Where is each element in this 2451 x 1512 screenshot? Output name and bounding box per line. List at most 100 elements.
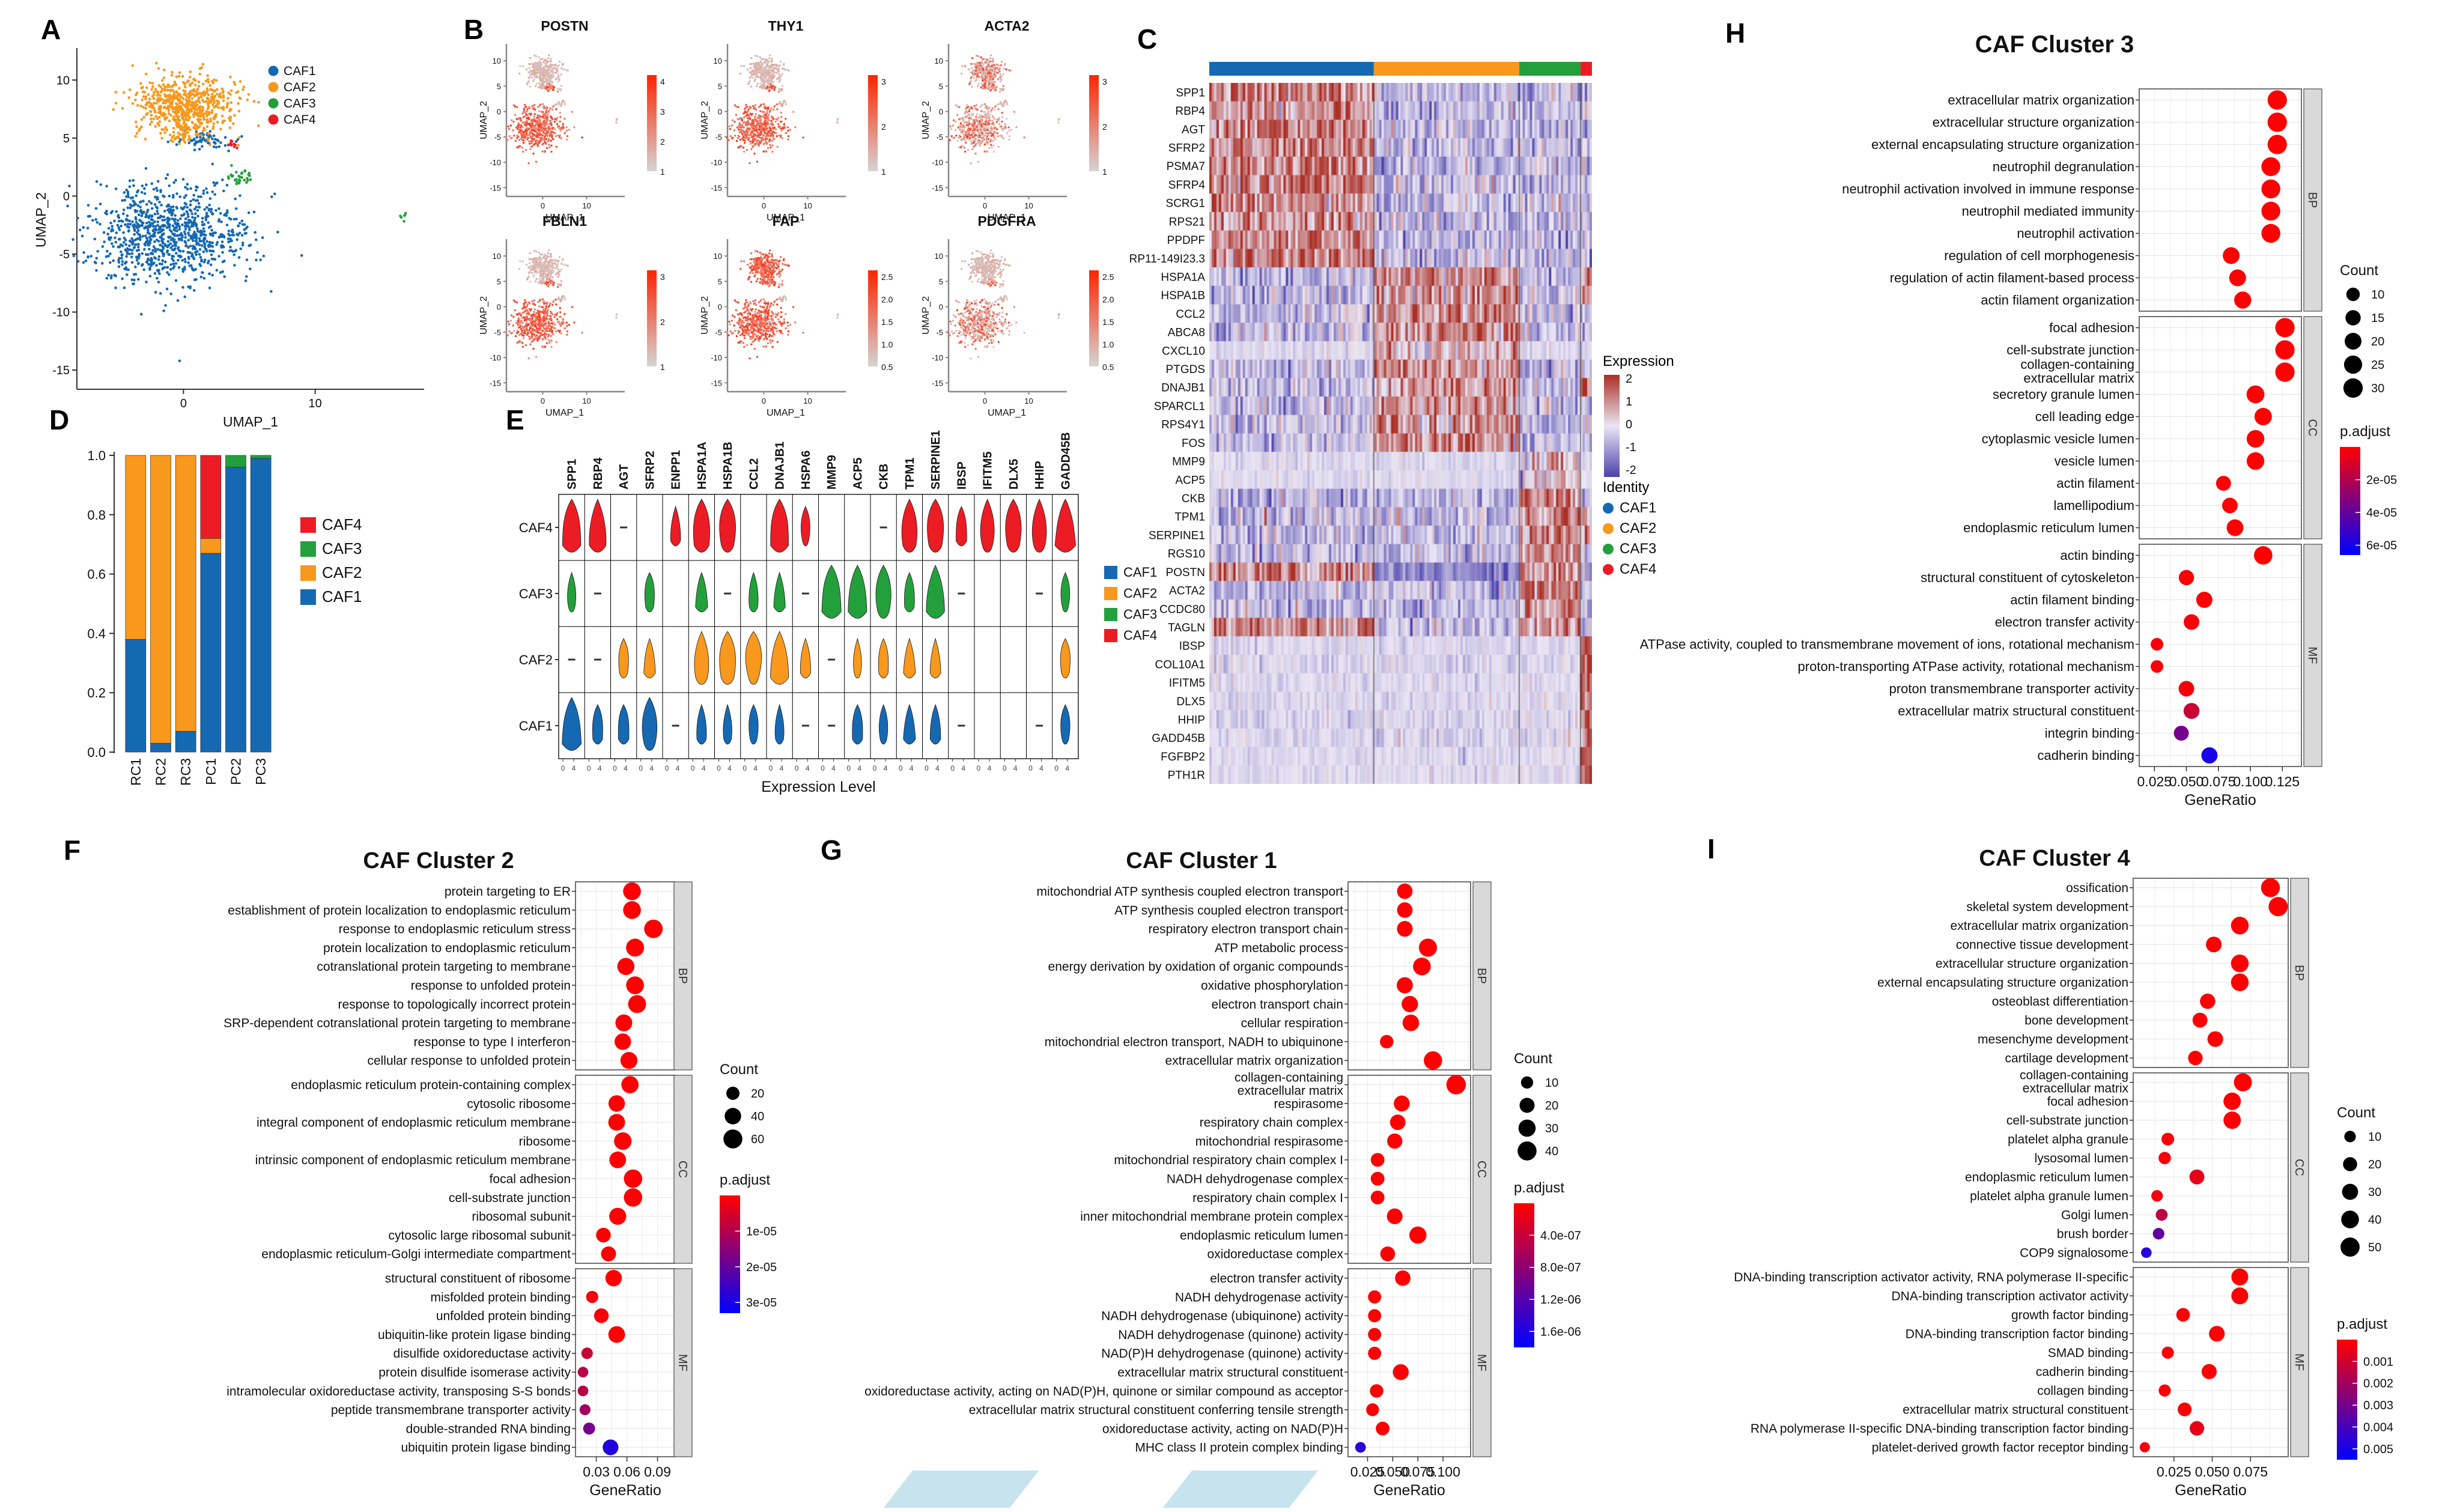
caf3-dot-swatch [1603,544,1614,554]
panel-label-g: G [821,834,842,866]
svg-text:5: 5 [939,82,943,91]
svg-text:5: 5 [63,132,70,145]
svg-text:10: 10 [308,397,321,410]
panel-label-c: C [1137,23,1158,55]
caf-cluster2-title: CAF Cluster 2 [363,848,514,873]
svg-text:1: 1 [1102,167,1107,177]
panel-label-a: A [41,14,61,45]
svg-text:-10: -10 [52,306,70,319]
expression-tick: 0 [1626,418,1633,431]
svg-text:10: 10 [582,396,591,405]
svg-text:UMAP_1: UMAP_1 [545,408,584,418]
panel-label-i: I [1707,833,1715,864]
identity-legend-caf4: CAF4 [1603,561,1656,578]
identity-caf2-label: CAF2 [1620,520,1657,536]
violin-legend-caf3: CAF3 [1104,607,1157,622]
heatmap-canvas [1209,83,1592,784]
panel-c-heatmap: SPP1RBP4AGTSFRP2PSMA7SFRP4SCRG1RPS21PPDP… [1129,62,1592,782]
panel-label-b: B [464,14,484,45]
svg-text:3: 3 [1102,77,1107,87]
caf2-dot-swatch [1603,523,1614,534]
identity-caf4-label: CAF4 [1620,561,1657,577]
svg-text:-5: -5 [936,133,943,142]
identity-legend-caf1: CAF1 [1603,500,1656,517]
svg-text:CAF4: CAF4 [284,113,316,127]
svg-text:CAF2: CAF2 [284,80,316,94]
violin-legend-caf4: CAF4 [1104,628,1157,643]
svg-text:UMAP_2: UMAP_2 [700,101,710,139]
svg-text:-5: -5 [494,328,501,337]
dotplot-caf-cluster-3: extracellular matrix organizationextrace… [1640,88,2397,809]
svg-text:UMAP_2: UMAP_2 [33,192,49,247]
svg-text:-5: -5 [59,248,70,261]
svg-text:0: 0 [983,201,987,210]
caf4-dot-swatch [1603,564,1614,575]
caf-cluster1-title: CAF Cluster 1 [1126,848,1277,873]
caf1-dot-swatch [1603,503,1614,514]
featureplot-postn: 10 5 0 -5 -10 -15 0 10 UMAP_1 UMAP_2 4 3 2 1 [479,44,665,223]
svg-text:0: 0 [939,108,943,117]
svg-text:-10: -10 [932,158,943,167]
panel-label-f: F [64,834,81,866]
featureplot-title-pdgfra: PDGFRA [977,213,1036,229]
svg-text:-15: -15 [711,183,722,192]
svg-text:10: 10 [714,56,722,65]
expression-tick: 1 [1626,395,1633,408]
identity-caf3-label: CAF3 [1620,541,1657,557]
svg-text:5: 5 [497,82,501,91]
umap-legend: CAF1 CAF2 CAF3 CAF4 [268,64,316,127]
svg-text:10: 10 [56,74,70,87]
svg-text:UMAP_2: UMAP_2 [479,101,489,139]
violin-legend-caf2-label: CAF2 [1123,586,1158,601]
svg-text:-5: -5 [494,133,501,142]
svg-text:5: 5 [497,277,501,286]
expression-tick: -1 [1626,441,1636,454]
barchart-legend-caf2: CAF2 [300,563,362,582]
svg-text:10: 10 [582,201,591,210]
dotplot-caf-cluster-1: mitochondrial ATP synthesis coupled elec… [864,881,1581,1499]
svg-text:10: 10 [935,56,943,65]
umap-points [66,61,407,362]
violin-legend-caf2: CAF2 [1104,586,1157,601]
svg-text:10: 10 [1024,201,1033,210]
panel-e-violins: SPP1 RBP4 AGT SFRP2 ENPP1 HSPA1A HSPA1B CCL2 DNA… [519,430,1079,795]
svg-text:UMAP_2: UMAP_2 [921,101,931,139]
svg-text:-10: -10 [490,158,501,167]
caf2-square-swatch [300,565,316,581]
svg-text:3: 3 [881,77,886,87]
svg-text:2: 2 [1102,122,1107,132]
svg-text:0: 0 [762,201,766,210]
featureplot-title-fbln1: FBLN1 [542,213,588,229]
barchart-legend-caf3: CAF3 [300,539,362,558]
bar-legend-caf2-label: CAF2 [322,563,362,581]
svg-text:UMAP_1: UMAP_1 [545,213,584,223]
expression-colorbar [1604,375,1620,477]
bar-legend-caf1-label: CAF1 [322,587,362,606]
identity-legend-caf3: CAF3 [1603,541,1656,557]
svg-text:-15: -15 [52,364,70,377]
identity-legend-title: Identity [1603,479,1650,496]
caf4-square-swatch [300,517,316,533]
violin-legend-caf4-label: CAF4 [1123,628,1158,643]
caf1-square-swatch [1104,566,1117,579]
svg-text:0: 0 [541,201,545,210]
svg-text:10: 10 [803,201,812,210]
svg-text:-15: -15 [490,378,501,387]
identity-caf1-label: CAF1 [1620,500,1657,516]
svg-text:UMAP_1: UMAP_1 [223,414,278,430]
featureplot-title-thy1: THY1 [768,18,804,34]
caf2-square-swatch [1104,587,1117,600]
caf4-square-swatch [1104,629,1117,642]
bar-legend-caf4-label: CAF4 [322,515,362,533]
barchart-legend-caf4: CAF4 [300,515,362,534]
featureplot-title-acta2: ACTA2 [984,18,1030,34]
svg-text:10: 10 [493,252,501,261]
svg-text:-15: -15 [932,183,943,192]
